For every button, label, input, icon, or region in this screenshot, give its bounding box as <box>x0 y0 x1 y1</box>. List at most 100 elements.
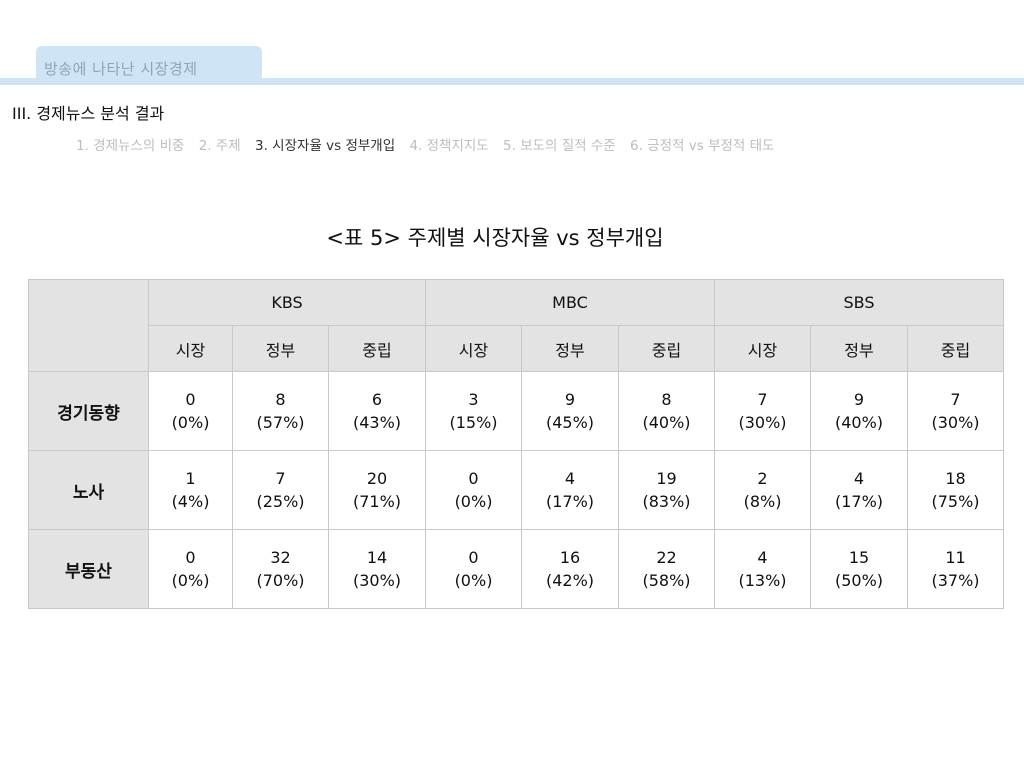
cell-percent: (17%) <box>545 492 595 511</box>
subnav-item-6[interactable]: 6. 긍정적 vs 부정적 태도 <box>630 138 775 154</box>
data-cell: 22 (58%) <box>617 529 716 609</box>
cell-percent: (25%) <box>256 492 305 511</box>
cell-percent: (8%) <box>743 492 782 511</box>
cell-count: 7 <box>757 390 768 409</box>
cell-count: 7 <box>950 390 961 409</box>
subnav-item-5[interactable]: 5. 보도의 질적 수준 <box>503 138 616 154</box>
data-cell: 15 (50%) <box>810 529 909 609</box>
data-cell: 20 (71%) <box>328 450 426 530</box>
cell-count: 18 <box>945 469 966 488</box>
cell-count: 0 <box>468 548 479 567</box>
header-stance: 정부 <box>521 325 619 372</box>
header-stance: 정부 <box>810 325 909 372</box>
data-cell: 8 (57%) <box>232 371 329 451</box>
subnav-item-4[interactable]: 4. 정책지지도 <box>409 138 489 154</box>
cell-percent: (58%) <box>642 571 691 590</box>
header-band <box>0 78 1024 85</box>
header-stance: 정부 <box>232 325 329 372</box>
cell-count: 8 <box>661 390 672 409</box>
corner-cell <box>28 279 149 372</box>
section-heading: III. 경제뉴스 분석 결과 <box>12 104 165 123</box>
cell-percent: (17%) <box>834 492 884 511</box>
data-cell: 9 (40%) <box>810 371 909 451</box>
cell-count: 15 <box>848 548 870 567</box>
cell-percent: (30%) <box>738 413 787 432</box>
cell-count: 0 <box>468 469 479 488</box>
row-label: 경기동향 <box>28 371 149 451</box>
table-row: 경기동향 0 (0%) 8 (57%) 6 (43%) 3 (15%) 9 (45%) 8 (40%) 7… <box>28 371 1005 451</box>
subnav-item-2[interactable]: 2. 주제 <box>198 138 241 154</box>
cell-percent: (50%) <box>834 571 884 590</box>
data-cell: 7 (30%) <box>714 371 812 451</box>
data-cell: 16 (42%) <box>521 529 619 609</box>
cell-count: 22 <box>656 548 677 567</box>
data-cell: 11 (37%) <box>907 529 1005 609</box>
cell-percent: (70%) <box>256 571 305 590</box>
cell-count: 9 <box>853 390 865 409</box>
data-cell: 14 (30%) <box>328 529 426 609</box>
cell-count: 7 <box>275 469 286 488</box>
table-row: 노사 1 (4%) 7 (25%) 20 (71%) 0 (0%) 4 (17%) 19 (83%) 2 (… <box>28 450 1005 530</box>
data-cell: 0 (0%) <box>148 529 233 609</box>
cell-count: 0 <box>185 390 196 409</box>
cell-count: 6 <box>371 390 383 409</box>
cell-percent: (0%) <box>171 571 210 590</box>
cell-count: 4 <box>853 469 865 488</box>
cell-percent: (83%) <box>642 492 691 511</box>
cell-count: 11 <box>945 548 966 567</box>
subnav-item-1[interactable]: 1. 경제뉴스의 비중 <box>76 138 185 154</box>
data-cell: 2 (8%) <box>714 450 812 530</box>
cell-count: 16 <box>559 548 581 567</box>
header-broadcaster-sbs: SBS <box>714 279 1005 326</box>
cell-percent: (71%) <box>352 492 402 511</box>
data-cell: 32 (70%) <box>232 529 329 609</box>
data-cell: 9 (45%) <box>521 371 619 451</box>
cell-percent: (40%) <box>642 413 691 432</box>
data-cell: 19 (83%) <box>617 450 716 530</box>
table-title: <표 5> 주제별 시장자율 vs 정부개입 <box>326 226 664 250</box>
cell-percent: (0%) <box>454 492 493 511</box>
cell-count: 4 <box>757 548 768 567</box>
cell-count: 14 <box>366 548 388 567</box>
row-label: 부동산 <box>28 529 149 609</box>
data-cell: 4 (13%) <box>714 529 812 609</box>
cell-count: 19 <box>656 469 677 488</box>
data-cell: 18 (75%) <box>907 450 1005 530</box>
cell-percent: (42%) <box>545 571 595 590</box>
cell-percent: (0%) <box>171 413 210 432</box>
header-broadcaster-kbs: KBS <box>148 279 426 326</box>
header-stance: 시장 <box>148 325 233 372</box>
header-tab-label: 방송에 나타난 시장경제 <box>44 60 198 78</box>
data-cell: 3 (15%) <box>425 371 522 451</box>
subnav-item-3[interactable]: 3. 시장자율 vs 정부개입 <box>255 138 396 154</box>
cell-count: 2 <box>757 469 768 488</box>
header-stance: 시장 <box>714 325 812 372</box>
cell-percent: (40%) <box>834 413 884 432</box>
cell-count: 8 <box>275 390 286 409</box>
subnav: 1. 경제뉴스의 비중 2. 주제 3. 시장자율 vs 정부개입 4. 정책지… <box>76 134 784 154</box>
row-label: 노사 <box>28 450 149 530</box>
cell-count: 4 <box>564 469 576 488</box>
data-cell: 8 (40%) <box>617 371 716 451</box>
cell-percent: (15%) <box>449 413 498 432</box>
cell-percent: (43%) <box>352 413 402 432</box>
cell-percent: (30%) <box>352 571 402 590</box>
table-body: 경기동향 0 (0%) 8 (57%) 6 (43%) 3 (15%) 9 (45%) 8 (40%) 7… <box>28 371 1005 609</box>
cell-percent: (13%) <box>738 571 787 590</box>
data-cell: 7 (25%) <box>232 450 329 530</box>
cell-percent: (57%) <box>256 413 305 432</box>
cell-count: 0 <box>185 548 196 567</box>
header-stance: 시장 <box>425 325 522 372</box>
cell-count: 1 <box>185 469 196 488</box>
header-stance: 중립 <box>328 325 426 372</box>
data-cell: 4 (17%) <box>521 450 619 530</box>
cell-percent: (0%) <box>454 571 493 590</box>
data-cell: 0 (0%) <box>148 371 233 451</box>
cell-percent: (4%) <box>171 492 210 511</box>
cell-percent: (30%) <box>931 413 980 432</box>
table-row: 부동산 0 (0%) 32 (70%) 14 (30%) 0 (0%) 16 (42%) 22 (58%… <box>28 529 1005 609</box>
data-cell: 7 (30%) <box>907 371 1005 451</box>
data-cell: 0 (0%) <box>425 529 522 609</box>
header-stance: 중립 <box>617 325 716 372</box>
cell-percent: (37%) <box>931 571 980 590</box>
